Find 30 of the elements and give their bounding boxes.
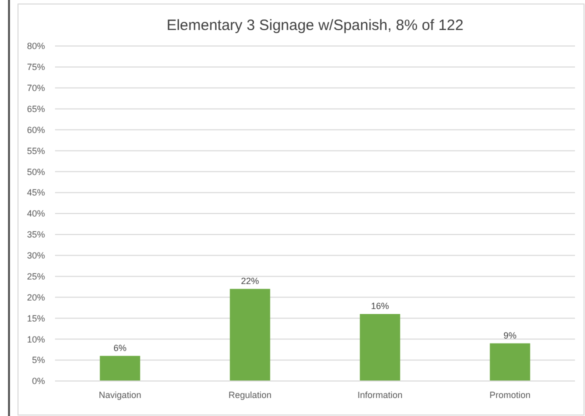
y-tick-label: 75% <box>26 62 45 72</box>
data-label: 16% <box>370 301 390 311</box>
data-label: 22% <box>240 276 260 286</box>
y-tick-label: 55% <box>26 146 45 156</box>
x-tick-label: Promotion <box>489 390 531 400</box>
y-tick-label: 20% <box>26 292 45 302</box>
data-label: 9% <box>503 330 517 340</box>
y-tick-label: 60% <box>26 124 45 135</box>
chart-title: Elementary 3 Signage w/Spanish, 8% of 122 <box>166 17 464 34</box>
y-tick-label: 65% <box>26 104 45 114</box>
bar <box>230 288 270 381</box>
bar <box>100 356 140 381</box>
y-tick-label: 50% <box>26 166 45 177</box>
y-tick-label: 80% <box>26 41 45 52</box>
bar <box>360 314 400 381</box>
y-tick-label: 10% <box>26 334 45 344</box>
y-tick-label: 45% <box>26 188 45 198</box>
bar <box>490 343 530 381</box>
y-tick-label: 15% <box>26 313 45 324</box>
data-label: 6% <box>113 342 127 353</box>
y-tick-label: 35% <box>26 230 45 240</box>
x-tick-label: Regulation <box>228 390 272 400</box>
y-tick-label: 0% <box>32 376 45 386</box>
y-tick-label: 25% <box>26 271 45 282</box>
x-tick-label: Navigation <box>98 390 142 400</box>
y-tick-label: 70% <box>26 83 45 94</box>
y-tick-label: 40% <box>26 208 45 219</box>
x-tick-label: Information <box>357 390 403 400</box>
y-tick-label: 30% <box>26 250 45 261</box>
y-tick-label: 5% <box>32 355 45 366</box>
